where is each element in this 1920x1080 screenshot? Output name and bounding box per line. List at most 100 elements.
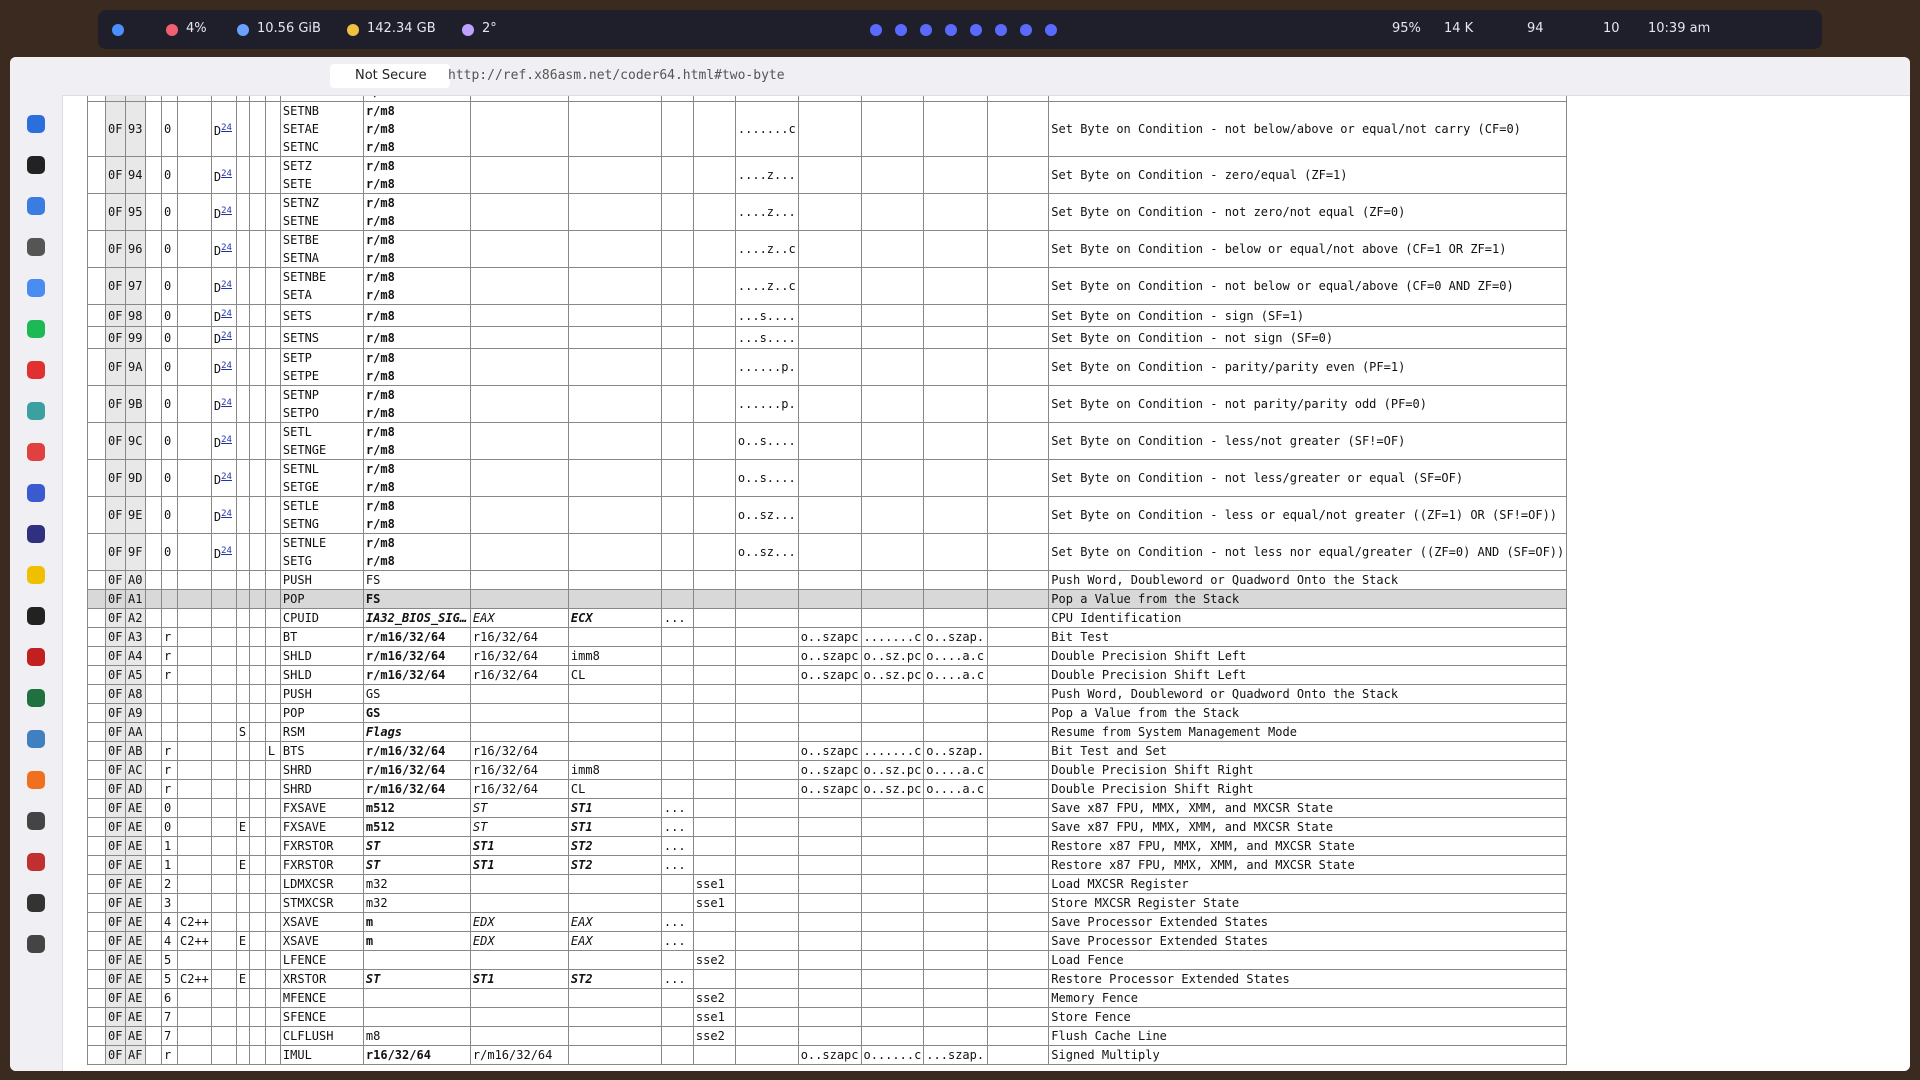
cell: [145, 855, 162, 875]
table-row[interactable]: 0F A5 r SHLD r/m16/32/64 r16/32/64 CL o..szapc o…: [87, 665, 1568, 685]
footnote-link[interactable]: 24: [221, 360, 232, 371]
table-row[interactable]: 0F A2 CPUID IA32_BIOS_SIG… EAX ECX... CPU Iden…: [87, 608, 1568, 628]
cell: Restore x87 FPU, MMX, XMM, and MXCSR Sta…: [1048, 855, 1568, 875]
table-row[interactable]: 0F AE 1 E FXRSTOR ST ST1 ST2... Restore x87 FPU,…: [87, 855, 1568, 875]
sidebar-icon[interactable]: [27, 853, 45, 871]
table-row[interactable]: 0F AE 7 SFENCE sse1 Store Fence: [87, 1007, 1568, 1027]
sidebar-icon[interactable]: [27, 484, 45, 502]
table-row[interactable]: 0F 94 0 D24 SETZ SETE r/m8 r/m8 ....z... Set Byte…: [87, 156, 1568, 194]
security-indicator[interactable]: Not Secure: [330, 64, 450, 88]
cell: [797, 684, 862, 704]
sidebar-icon[interactable]: [27, 730, 45, 748]
table-row[interactable]: 0F AC r SHRD r/m16/32/64 r16/32/64 imm8 o..szap…: [87, 760, 1568, 780]
table-row[interactable]: 0F AE 4 C2++ XSAVE m EDX EAX... Save Processor E…: [87, 912, 1568, 932]
table-row[interactable]: 0F AE 1 FXRSTOR ST ST1 ST2... Restore x87 FPU, …: [87, 836, 1568, 856]
address-bar[interactable]: http://ref.x86asm.net/coder64.html#two-b…: [448, 64, 785, 88]
table-row[interactable]: 0F AE 6 MFENCE sse2 Memory Fence: [87, 988, 1568, 1008]
footnote-link[interactable]: 24: [221, 122, 232, 133]
workspace[interactable]: [1045, 24, 1057, 36]
table-row[interactable]: 0F 9B 0 D24 SETNP SETPO r/m8 r/m8 ......p. Set By…: [87, 385, 1568, 423]
sidebar-icon[interactable]: [27, 197, 45, 215]
cell-text: 4: [164, 934, 172, 948]
footnote-link[interactable]: 24: [221, 205, 232, 216]
workspace[interactable]: [920, 24, 932, 36]
table-row[interactable]: 0F 95 0 D24 SETNZ SETNE r/m8 r/m8 ....z... Set By…: [87, 193, 1568, 231]
workspace[interactable]: [970, 24, 982, 36]
table-row[interactable]: 0F 9F 0 D24 SETNLE SETG r/m8 r/m8 o..sz... Set By…: [87, 533, 1568, 571]
cell: [235, 665, 250, 685]
footnote-link[interactable]: 24: [221, 471, 232, 482]
table-row[interactable]: 0F AE 7 CLFLUSH m8 sse2 Flush Cache Line: [87, 1026, 1568, 1046]
workspace[interactable]: [1020, 24, 1032, 36]
table-row[interactable]: 0F AD r SHRD r/m16/32/64 r16/32/64 CL o..szapc o…: [87, 779, 1568, 799]
sidebar-icon[interactable]: [27, 443, 45, 461]
footnote-link[interactable]: 24: [221, 397, 232, 408]
footnote-link[interactable]: 24: [221, 309, 232, 319]
table-row[interactable]: 0F 93 0 D24 SETNB SETAE SETNC r/m8 r/m8 r/m8.....…: [87, 101, 1568, 157]
table-row[interactable]: 0F 96 0 D24 SETBE SETNA r/m8 r/m8 ....z..c Set By…: [87, 230, 1568, 268]
sidebar-icon[interactable]: [27, 648, 45, 666]
table-row[interactable]: 0F 9A 0 D24 SETP SETPE r/m8 r/m8 ......p. Set Byt…: [87, 348, 1568, 386]
cell: [469, 193, 569, 231]
table-row[interactable]: 0F AE 0 FXSAVE m512 ST ST1... Save x87 FPU, MMX…: [87, 798, 1568, 818]
table-row[interactable]: 0F 9D 0 D24 SETNL SETGE r/m8 r/m8 o..s.... Set By…: [87, 459, 1568, 497]
table-row[interactable]: 0F AE 0 E FXSAVE m512 ST ST1... Save x87 FPU, MM…: [87, 817, 1568, 837]
cell: [567, 874, 662, 894]
footnote-link[interactable]: 24: [221, 508, 232, 519]
sidebar-icon[interactable]: [27, 361, 45, 379]
sidebar-icon[interactable]: [27, 238, 45, 256]
sidebar-icon[interactable]: [27, 771, 45, 789]
workspace[interactable]: [870, 24, 882, 36]
table-row[interactable]: 0F AA S RSM Flags Resume from System Manageme…: [87, 722, 1568, 742]
sidebar-icon[interactable]: [27, 115, 45, 133]
footnote-link[interactable]: 24: [221, 434, 232, 445]
table-row[interactable]: 0F 9E 0 D24 SETLE SETNG r/m8 r/m8 o..sz... Set By…: [87, 496, 1568, 534]
cell-text: r: [164, 1048, 172, 1062]
sidebar-icon[interactable]: [27, 156, 45, 174]
cell: 97: [125, 267, 146, 305]
cell: [797, 988, 862, 1008]
sidebar-icon[interactable]: [27, 689, 45, 707]
sidebar-icon[interactable]: [27, 812, 45, 830]
table-row[interactable]: 0F AE 2 LDMXCSR m32 sse1 Load MXCSR Register: [87, 874, 1568, 894]
table-row[interactable]: 0F 99 0 D24 SETNS r/m8 ...s.... Set Byte on Con…: [87, 326, 1568, 349]
table-row[interactable]: 0F A1 POP FS Pop a Value from the Stack: [87, 589, 1568, 609]
table-row[interactable]: 0F AE 5 C2++ E XRSTOR ST ST1 ST2... Restore Proce…: [87, 969, 1568, 989]
table-row[interactable]: 0F A9 POP GS Pop a Value from the Stack: [87, 703, 1568, 723]
table-row[interactable]: 0F 9C 0 D24 SETL SETNGE r/m8 r/m8 o..s.... Set By…: [87, 422, 1568, 460]
sidebar-icon[interactable]: [27, 607, 45, 625]
sidebar-icon[interactable]: [27, 935, 45, 953]
table-row[interactable]: 0F AB r L BTS r/m16/32/64 r16/32/64 o..szapc...…: [87, 741, 1568, 761]
cell-text: 0: [164, 801, 172, 815]
footnote-link[interactable]: 24: [221, 242, 232, 253]
cell: RSM: [279, 722, 364, 742]
sidebar-icon[interactable]: [27, 279, 45, 297]
cell: [177, 893, 212, 913]
cell: 0: [161, 422, 178, 460]
table-row[interactable]: 0F AE 5 LFENCE sse2 Load Fence: [87, 950, 1568, 970]
table-row[interactable]: 0F AE 3 STMXCSR m32 sse1 Store MXCSR Register …: [87, 893, 1568, 913]
table-row[interactable]: 0F A3 r BT r/m16/32/64 r16/32/64 o..szapc.....…: [87, 627, 1568, 647]
workspace[interactable]: [945, 24, 957, 36]
workspace[interactable]: [995, 24, 1007, 36]
table-row[interactable]: 0F A0 PUSH FS Push Word, Doubleword or Quadw…: [87, 570, 1568, 590]
table-row[interactable]: 0F 98 0 D24 SETS r/m8 ...s.... Set Byte on Cond…: [87, 304, 1568, 327]
sidebar-icon[interactable]: [27, 525, 45, 543]
sidebar-icon[interactable]: [27, 566, 45, 584]
table-row[interactable]: 0F A8 PUSH GS Push Word, Doubleword or Quadw…: [87, 684, 1568, 704]
sidebar-icon[interactable]: [27, 320, 45, 338]
mnemonic: FXSAVE: [282, 820, 327, 834]
table-row[interactable]: 0F A4 r SHLD r/m16/32/64 r16/32/64 imm8 o..szap…: [87, 646, 1568, 666]
sidebar-icon[interactable]: [27, 402, 45, 420]
footnote-link[interactable]: 24: [221, 545, 232, 556]
footnote-link[interactable]: 24: [221, 168, 232, 179]
table-row[interactable]: 0F 97 0 D24 SETNBE SETA r/m8 r/m8 ....z..c Set By…: [87, 267, 1568, 305]
workspace[interactable]: [895, 24, 907, 36]
table-row[interactable]: 0F AF r IMUL r16/32/64 r/m16/32/64 o..szapc o..…: [87, 1045, 1568, 1065]
footnote-link[interactable]: 24: [221, 279, 232, 290]
table-row[interactable]: 0F AE 4 C2++ E XSAVE m EDX EAX... Save Processor …: [87, 931, 1568, 951]
sidebar-icon[interactable]: [27, 894, 45, 912]
footnote-link[interactable]: 24: [221, 331, 232, 341]
cell: [567, 741, 662, 761]
launcher-icon[interactable]: [112, 24, 124, 36]
